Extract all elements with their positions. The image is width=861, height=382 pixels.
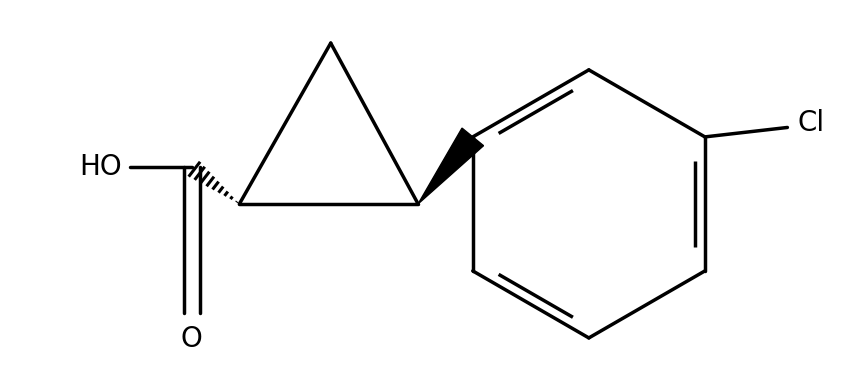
Text: O: O [181,325,202,353]
Polygon shape [418,128,483,204]
Text: Cl: Cl [796,108,823,136]
Text: HO: HO [79,153,122,181]
